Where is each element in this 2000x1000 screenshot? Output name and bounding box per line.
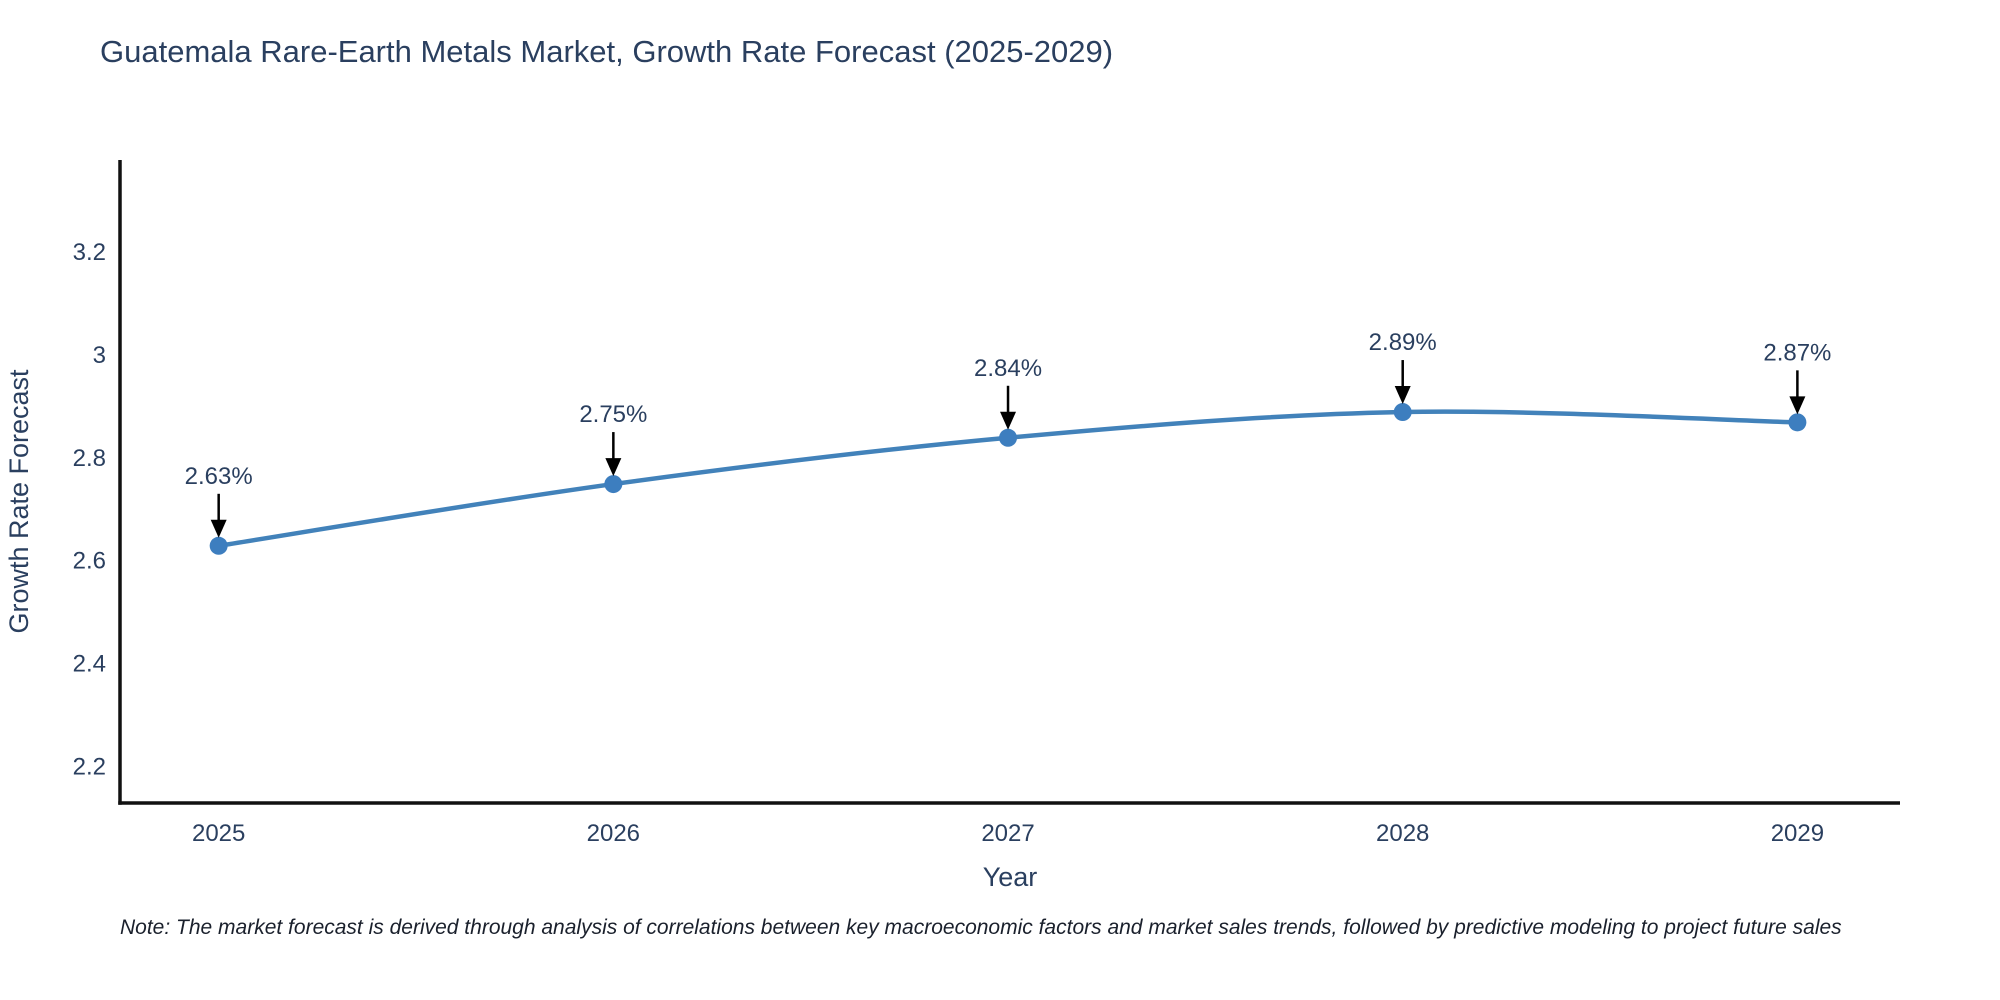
y-axis-title: Growth Rate Forecast — [4, 369, 34, 634]
data-point-marker — [1393, 403, 1412, 422]
annotation-arrow-head — [210, 519, 227, 538]
x-tick-label: 2028 — [1376, 820, 1429, 847]
data-point-marker — [999, 428, 1018, 447]
x-tick-label: 2027 — [981, 820, 1034, 847]
footnote: Note: The market forecast is derived thr… — [120, 916, 1842, 939]
data-point-label: 2.75% — [579, 401, 647, 428]
data-point-label: 2.87% — [1763, 339, 1831, 366]
data-point-label: 2.89% — [1369, 329, 1437, 356]
annotation-arrow-head — [1000, 411, 1017, 430]
chart-title: Guatemala Rare-Earth Metals Market, Grow… — [100, 34, 1114, 69]
data-point-marker — [209, 536, 228, 555]
annotation-arrow-head — [1394, 386, 1411, 405]
x-tick-label: 2026 — [587, 820, 640, 847]
y-tick-label: 2.4 — [73, 651, 106, 678]
y-tick-label: 3.2 — [73, 239, 106, 266]
annotation-arrow-head — [605, 458, 622, 477]
data-point-marker — [604, 475, 623, 494]
x-tick-label: 2025 — [192, 820, 245, 847]
y-tick-label: 2.2 — [73, 753, 106, 780]
y-tick-label: 3 — [93, 342, 106, 369]
x-tick-label: 2029 — [1771, 820, 1824, 847]
y-tick-label: 2.8 — [73, 445, 106, 472]
annotation-arrow-head — [1789, 396, 1806, 415]
data-point-label: 2.63% — [185, 463, 253, 490]
y-tick-label: 2.6 — [73, 548, 106, 575]
x-axis-title: Year — [983, 862, 1038, 892]
data-point-marker — [1788, 413, 1807, 432]
data-point-label: 2.84% — [974, 355, 1042, 382]
